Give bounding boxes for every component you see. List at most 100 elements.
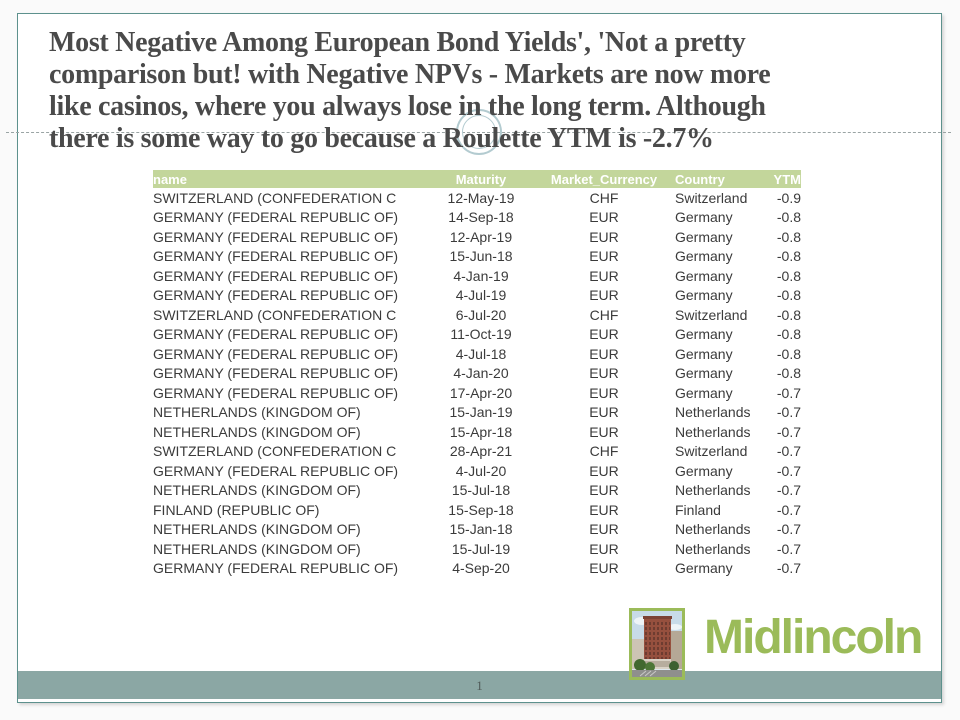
- cell-currency: EUR: [589, 248, 619, 265]
- column-header-ytm: YTM: [761, 170, 801, 188]
- cell-currency: EUR: [589, 462, 619, 479]
- table-row: GERMANY (FEDERAL REPUBLIC OF) 4-Jul-18 E…: [153, 344, 801, 364]
- table-row: NETHERLANDS (KINGDOM OF) 15-Apr-18 EUR N…: [153, 422, 801, 442]
- cell-currency: EUR: [589, 345, 619, 362]
- cell-maturity: 4-Jul-19: [455, 287, 507, 304]
- building-photo: [629, 608, 685, 680]
- cell-name: GERMANY (FEDERAL REPUBLIC OF): [153, 462, 399, 479]
- cell-ytm: -0.7: [776, 443, 801, 460]
- cell-ytm: -0.7: [776, 560, 801, 577]
- cell-maturity: 4-Jan-19: [453, 267, 509, 284]
- cell-currency: EUR: [589, 228, 619, 245]
- table-row: GERMANY (FEDERAL REPUBLIC OF) 11-Oct-19 …: [153, 325, 801, 345]
- cell-currency: CHF: [589, 306, 619, 323]
- cell-name: NETHERLANDS (KINGDOM OF): [153, 482, 361, 499]
- cell-maturity: 6-Jul-20: [455, 306, 507, 323]
- cell-country: Netherlands: [675, 423, 751, 440]
- cell-country: Germany: [675, 248, 733, 265]
- cell-country: Germany: [675, 560, 733, 577]
- cell-country: Germany: [675, 326, 733, 343]
- cell-maturity: 15-Apr-18: [449, 423, 513, 440]
- column-header-maturity: Maturity: [429, 170, 533, 188]
- cell-maturity: 11-Oct-19: [450, 326, 512, 343]
- cell-maturity: 4-Jan-20: [453, 365, 509, 382]
- bond-yields-table: name Maturity Market_Currency Country YT…: [153, 170, 801, 578]
- cell-name: NETHERLANDS (KINGDOM OF): [153, 404, 361, 421]
- table-row: NETHERLANDS (KINGDOM OF) 15-Jan-19 EUR N…: [153, 403, 801, 423]
- cell-maturity: 4-Sep-20: [452, 560, 510, 577]
- cell-maturity: 4-Jul-18: [455, 345, 507, 362]
- cell-maturity: 15-Jul-18: [451, 482, 511, 499]
- cell-country: Netherlands: [675, 482, 751, 499]
- logo-text: Midlincoln: [704, 611, 923, 664]
- cell-maturity: 15-Jul-19: [451, 540, 511, 557]
- cell-country: Netherlands: [675, 540, 751, 557]
- title-line-2: comparison but! with Negative NPVs - Mar…: [49, 59, 771, 90]
- cell-currency: CHF: [589, 189, 619, 206]
- cell-maturity: 15-Jan-19: [449, 404, 513, 421]
- cell-currency: EUR: [589, 540, 619, 557]
- cell-ytm: -0.8: [776, 248, 801, 265]
- cell-country: Finland: [675, 501, 721, 518]
- table-row: NETHERLANDS (KINGDOM OF) 15-Jan-18 EUR N…: [153, 520, 801, 540]
- cell-maturity: 28-Apr-21: [449, 443, 513, 460]
- cell-currency: EUR: [589, 267, 619, 284]
- table-row: GERMANY (FEDERAL REPUBLIC OF) 4-Jan-19 E…: [153, 266, 801, 286]
- circle-ornament-inner: [462, 115, 496, 149]
- cell-country: Germany: [675, 267, 733, 284]
- cell-country: Germany: [675, 287, 733, 304]
- cell-country: Netherlands: [675, 521, 751, 538]
- cell-maturity: 15-Sep-18: [448, 501, 514, 518]
- circle-ornament: [456, 109, 502, 155]
- cell-country: Germany: [675, 384, 733, 401]
- table-header: name Maturity Market_Currency Country YT…: [153, 170, 801, 188]
- cell-name: NETHERLANDS (KINGDOM OF): [153, 540, 361, 557]
- cell-country: Switzerland: [675, 443, 748, 460]
- cell-name: GERMANY (FEDERAL REPUBLIC OF): [153, 326, 399, 343]
- cell-name: GERMANY (FEDERAL REPUBLIC OF): [153, 345, 399, 362]
- column-header-country: Country: [675, 170, 761, 188]
- cell-name: GERMANY (FEDERAL REPUBLIC OF): [153, 560, 399, 577]
- cell-ytm: -0.7: [776, 521, 801, 538]
- cell-ytm: -0.8: [776, 209, 801, 226]
- cell-currency: EUR: [589, 482, 619, 499]
- cell-currency: EUR: [589, 326, 619, 343]
- building-photo-illustration: [632, 611, 682, 677]
- cell-name: GERMANY (FEDERAL REPUBLIC OF): [153, 267, 399, 284]
- slide: Most Negative Among European Bond Yields…: [6, 13, 951, 703]
- cell-ytm: -0.8: [776, 267, 801, 284]
- title-line-4: there is some way to go because a Roulet…: [49, 123, 714, 154]
- cell-ytm: -0.7: [776, 423, 801, 440]
- column-header-name: name: [153, 170, 429, 188]
- cell-name: SWITZERLAND (CONFEDERATION C: [153, 443, 397, 460]
- cell-name: GERMANY (FEDERAL REPUBLIC OF): [153, 384, 399, 401]
- cell-name: GERMANY (FEDERAL REPUBLIC OF): [153, 228, 399, 245]
- cell-name: GERMANY (FEDERAL REPUBLIC OF): [153, 287, 399, 304]
- footer-bar: 1: [18, 671, 941, 699]
- cell-ytm: -0.7: [776, 540, 801, 557]
- cell-currency: EUR: [589, 560, 619, 577]
- cell-maturity: 12-May-19: [447, 189, 515, 206]
- cell-maturity: 15-Jun-18: [449, 248, 513, 265]
- cell-country: Switzerland: [675, 306, 748, 323]
- table-row: GERMANY (FEDERAL REPUBLIC OF) 17-Apr-20 …: [153, 383, 801, 403]
- cell-country: Germany: [675, 209, 733, 226]
- cell-name: SWITZERLAND (CONFEDERATION C: [153, 306, 397, 323]
- cell-name: GERMANY (FEDERAL REPUBLIC OF): [153, 365, 399, 382]
- cell-ytm: -0.8: [776, 345, 801, 362]
- table-row: GERMANY (FEDERAL REPUBLIC OF) 12-Apr-19 …: [153, 227, 801, 247]
- cell-country: Netherlands: [675, 404, 751, 421]
- cell-country: Germany: [675, 462, 733, 479]
- cell-currency: CHF: [589, 443, 619, 460]
- table-row: GERMANY (FEDERAL REPUBLIC OF) 14-Sep-18 …: [153, 208, 801, 228]
- cell-country: Germany: [675, 345, 733, 362]
- cell-ytm: -0.7: [776, 501, 801, 518]
- table-row: NETHERLANDS (KINGDOM OF) 15-Jul-18 EUR N…: [153, 481, 801, 501]
- cell-ytm: -0.9: [776, 189, 801, 206]
- cell-maturity: 4-Jul-20: [455, 462, 507, 479]
- slide-title: Most Negative Among European Bond Yields…: [49, 27, 771, 155]
- cell-name: NETHERLANDS (KINGDOM OF): [153, 423, 361, 440]
- table-row: FINLAND (REPUBLIC OF) 15-Sep-18 EUR Finl…: [153, 500, 801, 520]
- title-line-3: like casinos, where you always lose in t…: [49, 91, 766, 122]
